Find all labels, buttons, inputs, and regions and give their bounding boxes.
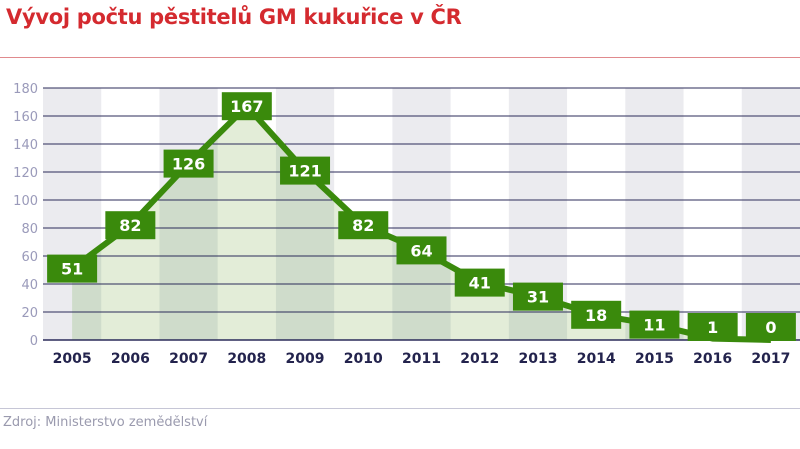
x-tick-label: 2007 [169, 351, 208, 367]
x-tick-label: 2017 [751, 351, 790, 367]
data-label-box [687, 313, 738, 341]
data-label-box [571, 300, 622, 329]
data-label: 82 [119, 216, 141, 235]
column-shade [741, 88, 800, 340]
x-tick-label: 2011 [402, 351, 441, 367]
x-tick-label: 2012 [460, 351, 499, 367]
data-label: 0 [765, 318, 776, 337]
data-point: 82 [105, 211, 156, 240]
chart-title: Vývoj počtu pěstitelů GM kukuřice v ČR [6, 5, 462, 29]
data-label: 121 [288, 162, 321, 181]
data-point: 31 [512, 282, 563, 311]
data-label: 41 [469, 274, 491, 293]
data-point: 82 [338, 211, 389, 240]
y-tick-label: 180 [13, 82, 38, 97]
data-label-box [454, 268, 505, 297]
data-label-box [47, 254, 98, 283]
data-point: 51 [47, 254, 98, 283]
data-label: 11 [643, 316, 665, 335]
title-divider [0, 57, 800, 58]
data-label-box [105, 211, 156, 240]
data-label-box [512, 282, 563, 311]
data-label: 167 [230, 97, 263, 116]
data-point: 11 [629, 310, 680, 339]
x-tick-label: 2010 [344, 351, 383, 367]
data-label-box [163, 149, 214, 178]
data-label-box [338, 211, 389, 240]
footer-divider [0, 408, 800, 409]
x-tick-label: 2008 [227, 351, 266, 367]
data-label: 31 [527, 288, 549, 307]
data-point: 41 [454, 268, 505, 297]
y-tick-label: 120 [13, 166, 38, 181]
data-point: 167 [221, 92, 272, 121]
data-label: 82 [352, 216, 374, 235]
data-label-box [396, 236, 447, 265]
x-tick-label: 2013 [518, 351, 557, 367]
data-point: 121 [280, 156, 331, 185]
y-tick-label: 60 [21, 250, 38, 265]
x-tick-label: 2014 [577, 351, 616, 367]
y-tick-label: 100 [13, 194, 38, 209]
y-tick-label: 0 [30, 334, 38, 349]
data-label: 64 [410, 241, 432, 260]
x-tick-label: 2009 [286, 351, 325, 367]
source-note: Zdroj: Ministerstvo zemědělství [3, 415, 208, 430]
y-tick-label: 20 [21, 306, 38, 321]
x-tick-label: 2006 [111, 351, 150, 367]
data-point: 1 [687, 313, 738, 341]
data-label-box [745, 313, 796, 341]
data-point: 18 [571, 300, 622, 329]
data-label-box [280, 156, 331, 185]
column-shade [625, 88, 684, 340]
data-label-box [629, 310, 680, 339]
data-point: 0 [745, 313, 796, 341]
data-label-box [221, 92, 272, 121]
data-label: 18 [585, 306, 607, 325]
x-tick-label: 2015 [635, 351, 674, 367]
x-tick-label: 2016 [693, 351, 732, 367]
y-tick-label: 80 [21, 222, 38, 237]
data-label: 126 [172, 155, 205, 174]
area-fill [72, 106, 771, 340]
data-label: 1 [707, 318, 718, 337]
data-point: 126 [163, 149, 214, 178]
y-tick-label: 140 [13, 138, 38, 153]
data-point: 64 [396, 236, 447, 265]
y-tick-label: 160 [13, 110, 38, 125]
data-label: 51 [61, 260, 83, 279]
x-tick-label: 2005 [53, 351, 92, 367]
y-tick-label: 40 [21, 278, 38, 293]
